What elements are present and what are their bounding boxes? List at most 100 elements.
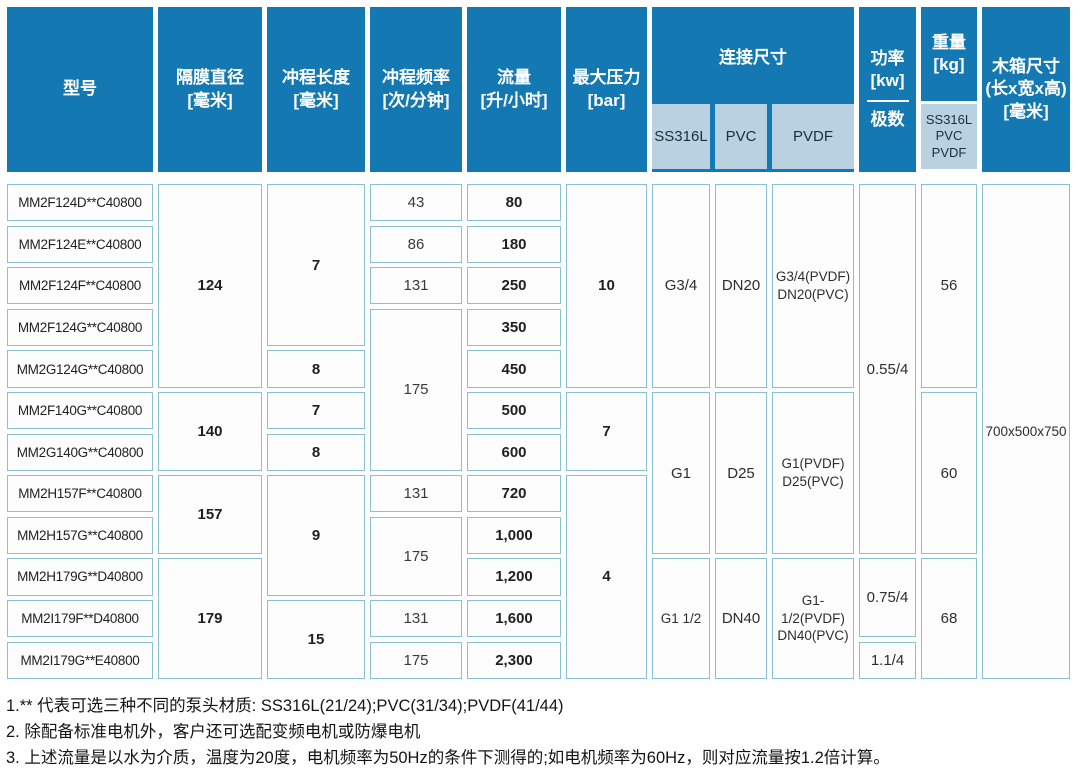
flow-cell: 1,000 [467, 516, 561, 555]
header-stroke-title: 冲程长度 [282, 68, 350, 88]
header-crate-size: 木箱尺寸 (长x宽x高) [毫米] [982, 7, 1070, 172]
header-max-pressure: 最大压力 [bar] [566, 7, 647, 172]
power-cell: 0.55/4 [859, 184, 916, 555]
conn-pvdf-line: G3/4(PVDF) [775, 269, 851, 285]
diameter-cell: 179 [158, 558, 262, 679]
header-stroke-unit: [毫米] [293, 90, 339, 110]
header-crate-title: 木箱尺寸 [992, 56, 1060, 76]
model-cell: MM2F124D**C40800 [7, 184, 153, 222]
header-weight-materials: SS316L PVC PVDF [921, 104, 977, 169]
frequency-cell: 131 [370, 475, 462, 513]
conn-pvdf-line: DN20(PVC) [777, 286, 849, 302]
model-cell: MM2F140G**C40800 [7, 391, 153, 430]
conn-pvdf-line: G1(PVDF) [781, 456, 845, 472]
header-weight-unit: [kg] [933, 55, 965, 74]
model-cell: MM2H157F**C40800 [7, 475, 153, 513]
power-cell: 1.1/4 [859, 641, 916, 679]
header-connection-label: 连接尺寸 [719, 48, 787, 67]
weight-material-pvdf: PVDF [931, 144, 967, 160]
header-connection-pvdf: PVDF [772, 104, 854, 169]
flow-cell: 500 [467, 391, 561, 430]
header-weight: 重量 [kg] SS316L PVC PVDF [921, 7, 977, 172]
conn-pvc-cell: D25 [715, 391, 767, 555]
header-power-unit: [kw] [870, 71, 905, 91]
conn-pvc-cell: DN40 [715, 558, 767, 679]
model-cell: MM2H157G**C40800 [7, 516, 153, 555]
frequency-cell: 175 [370, 641, 462, 679]
diameter-cell: 140 [158, 391, 262, 471]
conn-pvdf-cell: G1-1/2(PVDF) DN40(PVC) [772, 558, 854, 679]
header-diameter-title: 隔膜直径 [176, 68, 244, 88]
stroke-cell: 7 [267, 184, 365, 347]
header-weight-title-box: 重量 [kg] [921, 7, 977, 101]
header-model: 型号 [7, 7, 153, 172]
conn-pvdf-cell: G1(PVDF) D25(PVC) [772, 391, 854, 555]
conn-pvdf-line: DN40(PVC) [777, 628, 849, 644]
weight-cell: 68 [921, 558, 977, 679]
conn-ss316l-cell: G1 1/2 [652, 558, 710, 679]
flow-cell: 720 [467, 475, 561, 513]
header-connection-size: 连接尺寸 SS316L PVC PVDF [652, 7, 854, 172]
header-crate-unit: [毫米] [1003, 101, 1049, 121]
footnotes: 1.** 代表可选三种不同的泵头材质: SS316L(21/24);PVC(31… [6, 694, 1080, 770]
flow-cell: 1,600 [467, 599, 561, 638]
model-cell: MM2F124G**C40800 [7, 308, 153, 347]
conn-pvc-cell: DN20 [715, 184, 767, 388]
pressure-cell: 4 [566, 475, 647, 679]
frequency-cell: 131 [370, 599, 462, 638]
pressure-cell: 7 [566, 391, 647, 471]
conn-pvdf-line: D25(PVC) [782, 474, 844, 489]
frequency-cell: 175 [370, 308, 462, 471]
header-stroke-frequency: 冲程频率 [次/分钟] [370, 7, 462, 172]
stroke-cell: 7 [267, 391, 365, 430]
header-flow: 流量 [升/小时] [467, 7, 561, 172]
table-header: 型号 隔膜直径 [毫米] 冲程长度 [毫米] 冲程频率 [次/分钟] 流量 [升… [7, 7, 1080, 172]
model-cell: MM2H179G**D40800 [7, 558, 153, 596]
header-poles-label: 极数 [870, 109, 905, 129]
model-cell: MM2I179G**E40800 [7, 641, 153, 679]
conn-pvdf-cell: G3/4(PVDF) DN20(PVC) [772, 184, 854, 388]
table-body: MM2F124D**C40800 MM2F124E**C40800 MM2F12… [7, 184, 1080, 679]
flow-cell: 2,300 [467, 641, 561, 679]
footnote-2: 2. 除配备标准电机外，客户还可选配变频电机或防爆电机 [6, 722, 421, 741]
pressure-cell: 10 [566, 184, 647, 388]
flow-cell: 450 [467, 350, 561, 388]
weight-material-ss316l: SS316L [925, 112, 973, 128]
header-model-label: 型号 [63, 79, 97, 99]
model-cell: MM2F124F**C40800 [7, 267, 153, 305]
header-frequency-title: 冲程频率 [382, 68, 450, 88]
flow-cell: 250 [467, 267, 561, 305]
header-crate-dims: (长x宽x高) [985, 79, 1067, 99]
flow-cell: 350 [467, 308, 561, 347]
frequency-cell: 43 [370, 184, 462, 222]
model-cell: MM2G140G**C40800 [7, 433, 153, 471]
weight-material-pvc: PVC [935, 128, 963, 144]
stroke-cell: 8 [267, 433, 365, 471]
footnote-1: 1.** 代表可选三种不同的泵头材质: SS316L(21/24);PVC(31… [6, 696, 564, 715]
header-connection-ss316l: SS316L [652, 104, 710, 169]
header-power-title: 功率 [870, 48, 905, 68]
crate-size-cell: 700x500x750 [982, 184, 1070, 679]
header-frequency-unit: [次/分钟] [382, 90, 450, 110]
model-cell: MM2I179F**D40800 [7, 599, 153, 638]
header-weight-title: 重量 [932, 32, 966, 52]
weight-cell: 60 [921, 391, 977, 555]
flow-cell: 180 [467, 225, 561, 263]
header-power: 功率 [kw] 极数 [859, 7, 916, 172]
header-diameter-unit: [毫米] [187, 90, 233, 110]
flow-cell: 80 [467, 184, 561, 222]
diameter-cell: 124 [158, 184, 262, 388]
header-flow-unit: [升/小时] [480, 90, 548, 110]
frequency-cell: 175 [370, 516, 462, 596]
frequency-cell: 131 [370, 267, 462, 305]
header-pressure-title: 最大压力 [572, 68, 641, 88]
stroke-cell: 15 [267, 599, 365, 679]
header-connection-materials: SS316L PVC PVDF [652, 104, 854, 169]
header-connection-pvc: PVC [715, 104, 767, 169]
footnote-3: 3. 上述流量是以水为介质，温度为20度，电机频率为50Hz的条件下测得的;如电… [6, 748, 890, 767]
header-flow-title: 流量 [497, 68, 531, 88]
power-cell: 0.75/4 [859, 558, 916, 638]
header-diameter: 隔膜直径 [毫米] [158, 7, 262, 172]
flow-cell: 1,200 [467, 558, 561, 596]
